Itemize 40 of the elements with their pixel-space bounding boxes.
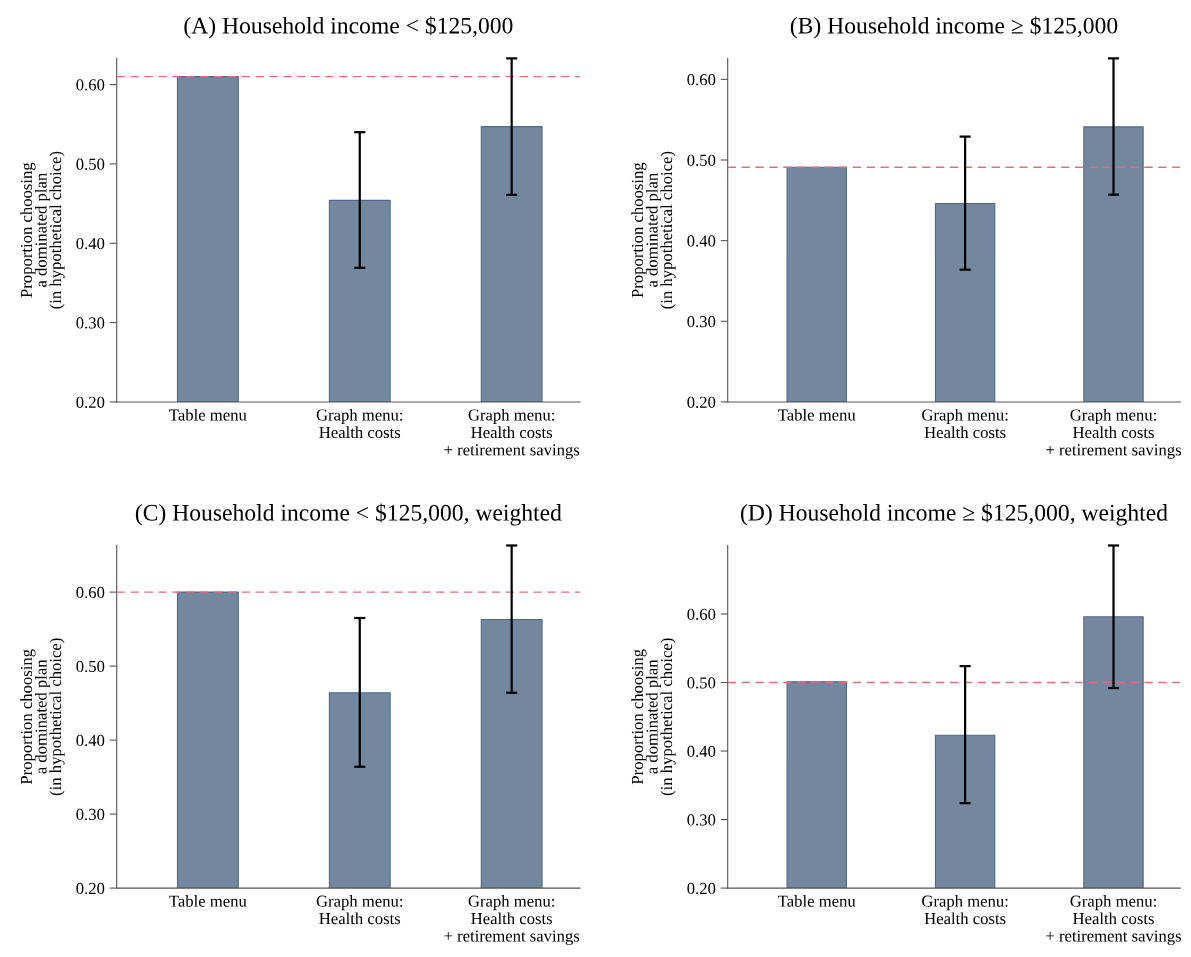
y-tick-label: 0.60 [687, 74, 716, 86]
y-tick-label: 0.20 [76, 882, 105, 895]
y-tick-label: 0.30 [687, 315, 716, 328]
y-tick-label: 0.20 [687, 396, 716, 408]
y-tick-label: 0.60 [76, 586, 105, 599]
x-tick-label: Graph menu: Health costs [316, 895, 403, 925]
chart-title: (B) Household income ≥ $125,000 [790, 16, 1118, 39]
x-tick-label: Graph menu: Health costs [922, 895, 1008, 925]
y-tick-label: 0.60 [76, 79, 105, 91]
x-tick-label: Graph menu: Health costs + retirement savings [444, 408, 580, 459]
chart-title: (C) Household income < $125,000, weighted [135, 503, 562, 526]
x-tick-label: Table menu [169, 408, 247, 421]
y-tick-label: 0.50 [76, 660, 105, 673]
y-tick-label: 0.50 [687, 677, 716, 689]
y-tick-label: 0.20 [687, 882, 716, 895]
x-tick-label: Graph menu: Health costs + retirement savings [1046, 895, 1182, 946]
y-tick-label: 0.40 [76, 734, 105, 747]
chart-title: (A) Household income < $125,000 [184, 16, 513, 39]
y-tick-label: 0.60 [687, 608, 716, 621]
x-tick-label: Graph menu: Health costs [922, 408, 1008, 439]
y-axis-title: Proportion choosing a dominated plan (in hypothetical choice) [631, 638, 676, 796]
chart-title: (D) Household income ≥ $125,000, weighted [741, 503, 1168, 526]
y-tick-label: 0.30 [76, 808, 105, 821]
x-tick-label: Graph menu: Health costs + retirement savings [444, 895, 580, 946]
y-tick-label: 0.50 [687, 154, 716, 167]
y-tick-label: 0.30 [687, 814, 716, 826]
y-tick-label: 0.40 [687, 745, 716, 758]
y-tick-label: 0.40 [76, 237, 105, 250]
y-axis-title: Proportion choosing a dominated plan (in hypothetical choice) [20, 638, 65, 796]
y-tick-label: 0.50 [76, 158, 105, 170]
x-tick-label: Table menu [169, 895, 247, 907]
y-axis-title: Proportion choosing a dominated plan (in hypothetical choice) [20, 151, 65, 309]
x-tick-label: Graph menu: Health costs + retirement savings [1046, 408, 1182, 459]
y-tick-label: 0.40 [687, 235, 716, 247]
x-tick-label: Table menu [778, 895, 856, 907]
x-tick-label: Table menu [778, 408, 856, 421]
y-tick-label: 0.20 [76, 396, 105, 408]
y-axis-title: Proportion choosing a dominated plan (in hypothetical choice) [631, 151, 676, 309]
x-tick-label: Graph menu: Health costs [316, 408, 403, 439]
y-tick-label: 0.30 [76, 317, 105, 329]
